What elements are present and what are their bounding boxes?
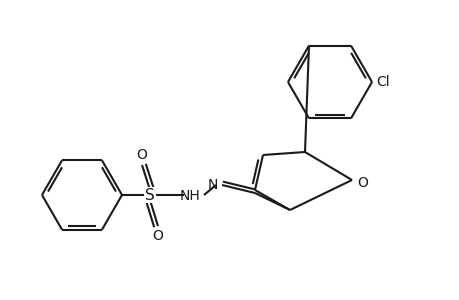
Text: NH: NH	[179, 189, 200, 203]
Text: Cl: Cl	[375, 75, 389, 89]
Text: O: O	[356, 176, 367, 190]
Text: O: O	[136, 148, 147, 162]
Text: O: O	[152, 229, 163, 243]
Text: N: N	[207, 178, 218, 192]
Text: S: S	[145, 188, 155, 202]
